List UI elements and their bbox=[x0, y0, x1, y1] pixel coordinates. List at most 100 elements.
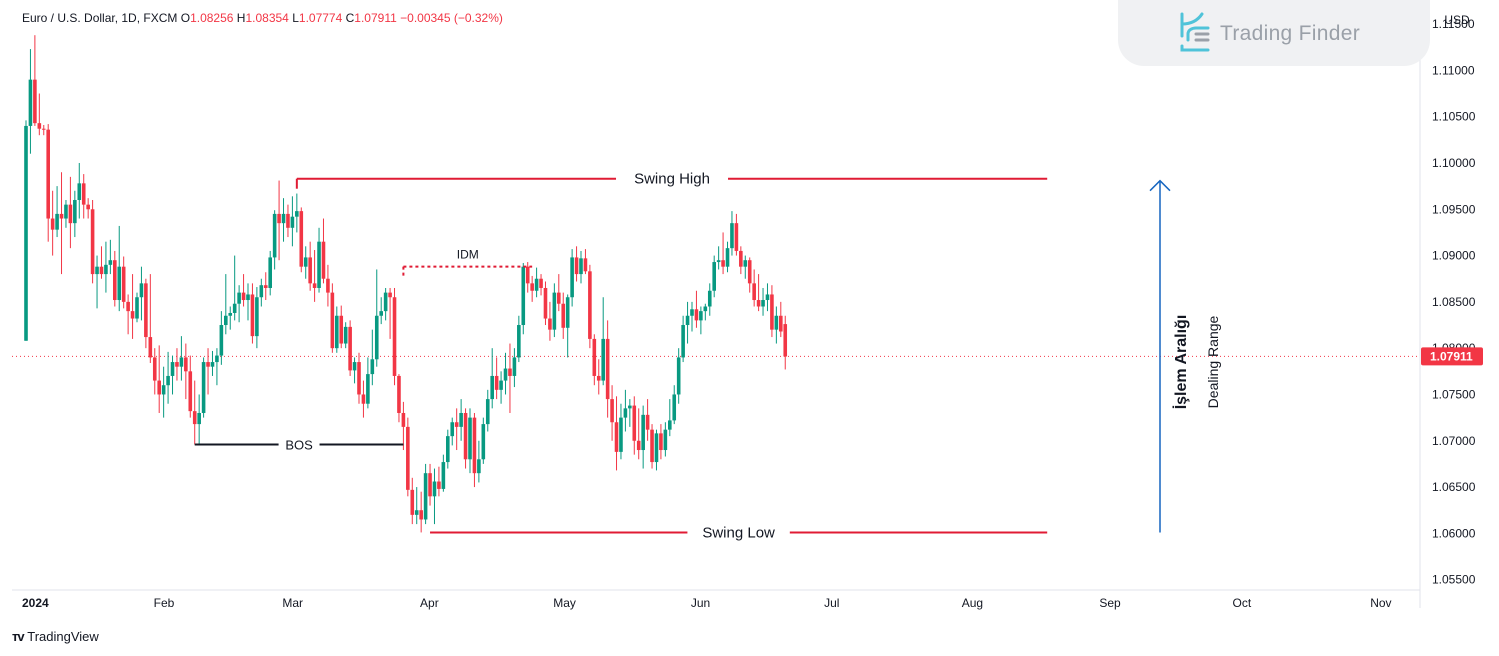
candle-up bbox=[383, 292, 388, 312]
candle-down bbox=[592, 338, 597, 376]
candle-up bbox=[104, 264, 108, 275]
candle-up bbox=[446, 436, 450, 463]
candle-up bbox=[503, 368, 508, 381]
candle-down bbox=[454, 422, 459, 427]
candle-up bbox=[139, 283, 144, 298]
candle-down bbox=[175, 362, 179, 367]
tradingview-logo-icon: ᴛᴠ bbox=[12, 629, 25, 644]
high-label: H bbox=[236, 11, 246, 25]
time-tick-label: Feb bbox=[154, 596, 175, 610]
candle-down bbox=[157, 380, 161, 395]
candle-down bbox=[770, 294, 774, 330]
dealing-range-label-en: Dealing Range bbox=[1205, 315, 1221, 408]
candle-up bbox=[716, 260, 721, 263]
current-price-tag bbox=[1421, 347, 1483, 366]
candle-down bbox=[583, 258, 588, 272]
candle-up bbox=[725, 248, 730, 267]
candle-up bbox=[237, 292, 241, 304]
candle-down bbox=[152, 357, 157, 381]
candle-down bbox=[605, 338, 610, 400]
candle-up bbox=[668, 420, 672, 430]
symbol-title[interactable]: Euro / U.S. Dollar, 1D, FXCM bbox=[22, 11, 178, 25]
candle-up bbox=[215, 355, 219, 363]
candle-down bbox=[326, 278, 330, 293]
candle-up bbox=[135, 297, 139, 319]
candle-down bbox=[659, 433, 663, 451]
candle-down bbox=[508, 368, 512, 376]
dealing-range-arrowhead bbox=[1149, 179, 1171, 192]
candle-down bbox=[388, 292, 392, 298]
price-axis[interactable]: 1.11500 1.11000 1.10500 1.10000 1.09500 1.090… bbox=[1419, 0, 1483, 608]
time-tick-label: Oct bbox=[1233, 596, 1252, 610]
price-tick-label: 1.09500 bbox=[1432, 202, 1476, 216]
candle-down bbox=[525, 266, 530, 284]
candle-down bbox=[68, 204, 73, 224]
candle-down bbox=[410, 489, 415, 515]
price-tick-label: 1.11000 bbox=[1432, 63, 1475, 77]
candle-up bbox=[64, 204, 68, 219]
tradingview-footer[interactable]: ᴛᴠ TradingView bbox=[12, 629, 99, 644]
candle-down bbox=[308, 257, 312, 284]
candle-up bbox=[170, 362, 175, 376]
candle-up bbox=[246, 294, 250, 301]
candle-down bbox=[357, 362, 361, 395]
currency-button[interactable]: USD bbox=[1444, 13, 1470, 27]
candle-down bbox=[721, 260, 725, 267]
candle-down bbox=[636, 440, 641, 451]
dealing-range-label-tr: İşlem Aralığı bbox=[1172, 315, 1190, 410]
close-label: C bbox=[345, 11, 355, 25]
price-tick-label: 1.10500 bbox=[1432, 110, 1476, 124]
candle-down bbox=[539, 278, 543, 288]
candle-up bbox=[55, 213, 59, 230]
candle-down bbox=[756, 300, 761, 307]
candle-up bbox=[303, 257, 308, 267]
tradingview-logo-text: TradingView bbox=[27, 629, 99, 644]
price-tick-label: 1.09000 bbox=[1432, 249, 1476, 263]
time-tick-label: Sep bbox=[1099, 596, 1121, 610]
annotations: Swing High Swing Low IDM BOS İşlem Aralığı De… bbox=[194, 171, 1221, 541]
candle-down bbox=[463, 412, 468, 460]
candle-up bbox=[161, 385, 166, 395]
candle-up bbox=[379, 311, 383, 316]
candle-up bbox=[259, 285, 264, 298]
candle-up bbox=[512, 357, 517, 376]
candle-up bbox=[628, 405, 632, 409]
candle-down bbox=[250, 294, 255, 337]
current-price-tag-label: 1.07911 bbox=[1430, 349, 1473, 363]
candle-down bbox=[126, 301, 130, 312]
candle-up bbox=[414, 510, 419, 515]
candle-up bbox=[179, 357, 184, 367]
candle-down bbox=[752, 283, 756, 301]
symbol-legend: Euro / U.S. Dollar, 1D, FXCM O1.08256 H1… bbox=[22, 11, 503, 25]
price-tick-label: 1.10000 bbox=[1432, 156, 1476, 170]
candle-down bbox=[81, 183, 86, 205]
candle-down bbox=[779, 315, 783, 332]
candle-up bbox=[619, 417, 623, 452]
candle-down bbox=[632, 405, 637, 441]
candle-down bbox=[188, 371, 193, 412]
high-value: 1.08354 bbox=[245, 11, 289, 25]
candle-up bbox=[517, 325, 521, 358]
candle-up bbox=[432, 481, 437, 497]
candle-down bbox=[312, 283, 317, 288]
bos-label: BOS bbox=[285, 437, 313, 452]
candle-up bbox=[676, 357, 681, 395]
candle-down bbox=[694, 309, 699, 321]
change-value: −0.00345 (−0.32%) bbox=[400, 11, 503, 25]
time-axis[interactable]: 2024 Feb Mar Apr May Jun Jul Aug Sep Oct Nov bbox=[22, 596, 1392, 610]
candle-down bbox=[397, 375, 401, 413]
candle-down bbox=[557, 292, 561, 304]
candle-up bbox=[730, 223, 734, 249]
candle-down bbox=[286, 213, 290, 228]
time-tick-label: May bbox=[553, 596, 576, 610]
candle-up bbox=[765, 294, 770, 301]
candle-down bbox=[494, 375, 499, 390]
candle-down bbox=[561, 303, 566, 328]
candle-down bbox=[428, 473, 432, 497]
candle-down bbox=[543, 287, 548, 319]
candle-up bbox=[601, 338, 605, 381]
candle-up bbox=[654, 433, 659, 463]
candle-up bbox=[295, 211, 299, 217]
candle-up bbox=[232, 303, 237, 313]
